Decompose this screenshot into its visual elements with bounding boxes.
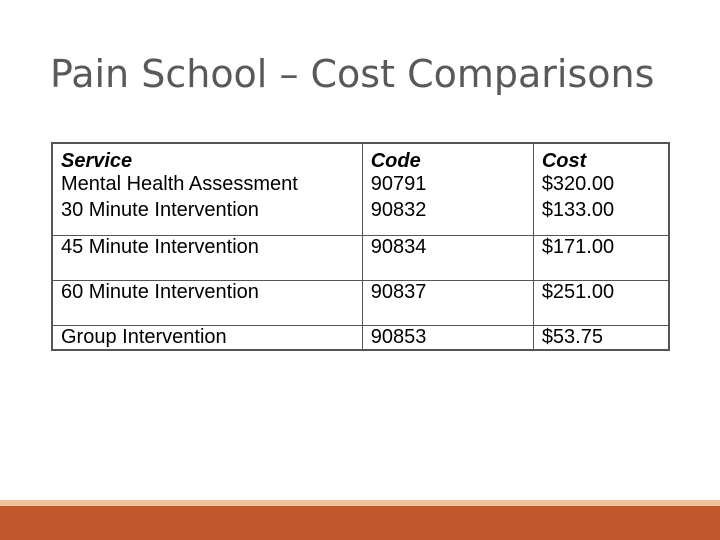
header-code: Code [361, 143, 534, 173]
code-cell: 90791 [361, 173, 534, 199]
table-row: Group Intervention 90853 $53.75 [52, 325, 669, 350]
service-cell: Group Intervention [61, 326, 227, 348]
code-cell: 90834 [361, 235, 534, 281]
cost-cell: $251.00 [532, 280, 669, 326]
service-cell: 45 Minute Intervention [61, 236, 259, 258]
code-cell: 90832 [361, 199, 534, 236]
service-cell: Mental Health Assessment [61, 173, 298, 195]
table-row: 45 Minute Intervention 90834 $171.00 [52, 235, 669, 281]
cost-cell: $171.00 [532, 235, 669, 281]
table-row: Mental Health Assessment 90791 $320.00 [52, 173, 669, 199]
table-header-row: Service Code Cost [52, 143, 669, 173]
code-cell: 90837 [361, 280, 534, 326]
cost-cell: $133.00 [532, 199, 669, 236]
code-cell: 90853 [361, 325, 534, 350]
header-cost: Cost [532, 143, 669, 173]
footer-accent-line [0, 500, 720, 506]
slide-title: Pain School – Cost Comparisons [50, 52, 655, 96]
cost-cell: $320.00 [532, 173, 669, 199]
service-cell: 30 Minute Intervention [61, 199, 259, 221]
header-service: Service [61, 150, 133, 172]
service-cell: 60 Minute Intervention [61, 281, 259, 303]
table-row: 60 Minute Intervention 90837 $251.00 [52, 280, 669, 326]
table-row: 30 Minute Intervention 90832 $133.00 [52, 199, 669, 236]
footer-accent-bar [0, 506, 720, 540]
cost-comparison-table: Service Code Cost Mental Health Assessme… [51, 142, 670, 351]
cost-cell: $53.75 [532, 325, 669, 350]
